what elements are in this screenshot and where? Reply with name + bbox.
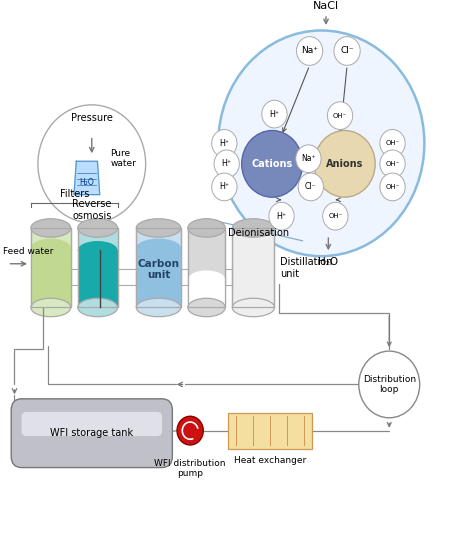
Ellipse shape [78,241,118,259]
Circle shape [380,150,405,178]
Text: OH⁻: OH⁻ [385,140,400,146]
Circle shape [328,102,353,130]
Text: H₂O: H₂O [318,257,338,267]
Circle shape [242,130,302,197]
FancyBboxPatch shape [78,250,118,308]
Text: NaCl: NaCl [313,1,339,11]
Text: OH⁻: OH⁻ [385,184,400,190]
FancyBboxPatch shape [137,248,181,308]
Text: Carbon
unit: Carbon unit [137,258,180,280]
Circle shape [380,130,405,157]
Text: H⁺: H⁺ [219,182,229,191]
Circle shape [298,173,323,201]
Text: Deionisation: Deionisation [228,228,289,237]
Circle shape [218,31,424,256]
FancyBboxPatch shape [78,228,118,308]
Ellipse shape [188,298,225,317]
Text: Pure
water: Pure water [110,149,137,168]
FancyBboxPatch shape [232,228,274,308]
Circle shape [323,202,348,230]
FancyBboxPatch shape [228,413,312,449]
Text: Cations: Cations [252,159,293,169]
Text: OH⁻: OH⁻ [385,161,400,167]
Circle shape [296,145,321,173]
FancyBboxPatch shape [31,228,71,308]
Circle shape [177,416,203,445]
FancyBboxPatch shape [11,399,173,467]
FancyBboxPatch shape [137,228,181,308]
Text: OH⁻: OH⁻ [328,213,343,219]
Circle shape [262,100,287,128]
Ellipse shape [188,219,225,237]
Polygon shape [74,161,100,195]
Text: WFI distribution
pump: WFI distribution pump [155,459,226,478]
Ellipse shape [232,219,274,237]
Ellipse shape [31,219,71,237]
Circle shape [269,202,294,230]
Text: Distillation
unit: Distillation unit [280,257,332,279]
Text: Anions: Anions [326,159,364,169]
Ellipse shape [78,219,118,237]
Circle shape [38,105,146,223]
Circle shape [380,173,405,201]
Ellipse shape [232,298,274,317]
FancyBboxPatch shape [188,280,225,308]
Circle shape [297,36,323,65]
Text: H⁺: H⁺ [276,212,287,221]
Circle shape [214,150,239,178]
Text: Pressure: Pressure [71,113,113,123]
Text: Distribution
loop: Distribution loop [363,375,416,394]
Text: H⁺: H⁺ [219,139,229,148]
Circle shape [314,130,375,197]
Ellipse shape [188,271,225,289]
Text: H₂O: H₂O [80,178,94,188]
Ellipse shape [137,219,181,237]
Text: Cl⁻: Cl⁻ [340,47,354,56]
Circle shape [212,130,237,157]
FancyBboxPatch shape [21,412,162,436]
Ellipse shape [31,239,71,257]
Text: Heat exchanger: Heat exchanger [234,456,306,465]
Text: Reverse
osmosis: Reverse osmosis [72,199,111,221]
Ellipse shape [31,298,71,317]
FancyBboxPatch shape [31,248,71,308]
Ellipse shape [137,298,181,317]
Text: WFI storage tank: WFI storage tank [50,428,133,438]
Text: H⁺: H⁺ [269,109,280,118]
Ellipse shape [137,239,181,257]
Circle shape [359,351,419,418]
Ellipse shape [78,298,118,317]
Circle shape [212,173,237,201]
Circle shape [334,36,360,65]
Text: Filters: Filters [60,189,89,199]
Text: Na⁺: Na⁺ [301,154,316,163]
Text: Cl⁻: Cl⁻ [305,182,317,191]
FancyBboxPatch shape [188,228,225,308]
Text: OH⁻: OH⁻ [333,113,347,118]
Text: H⁺: H⁺ [222,159,232,168]
Text: Feed water: Feed water [3,247,53,256]
Text: Na⁺: Na⁺ [301,47,318,56]
